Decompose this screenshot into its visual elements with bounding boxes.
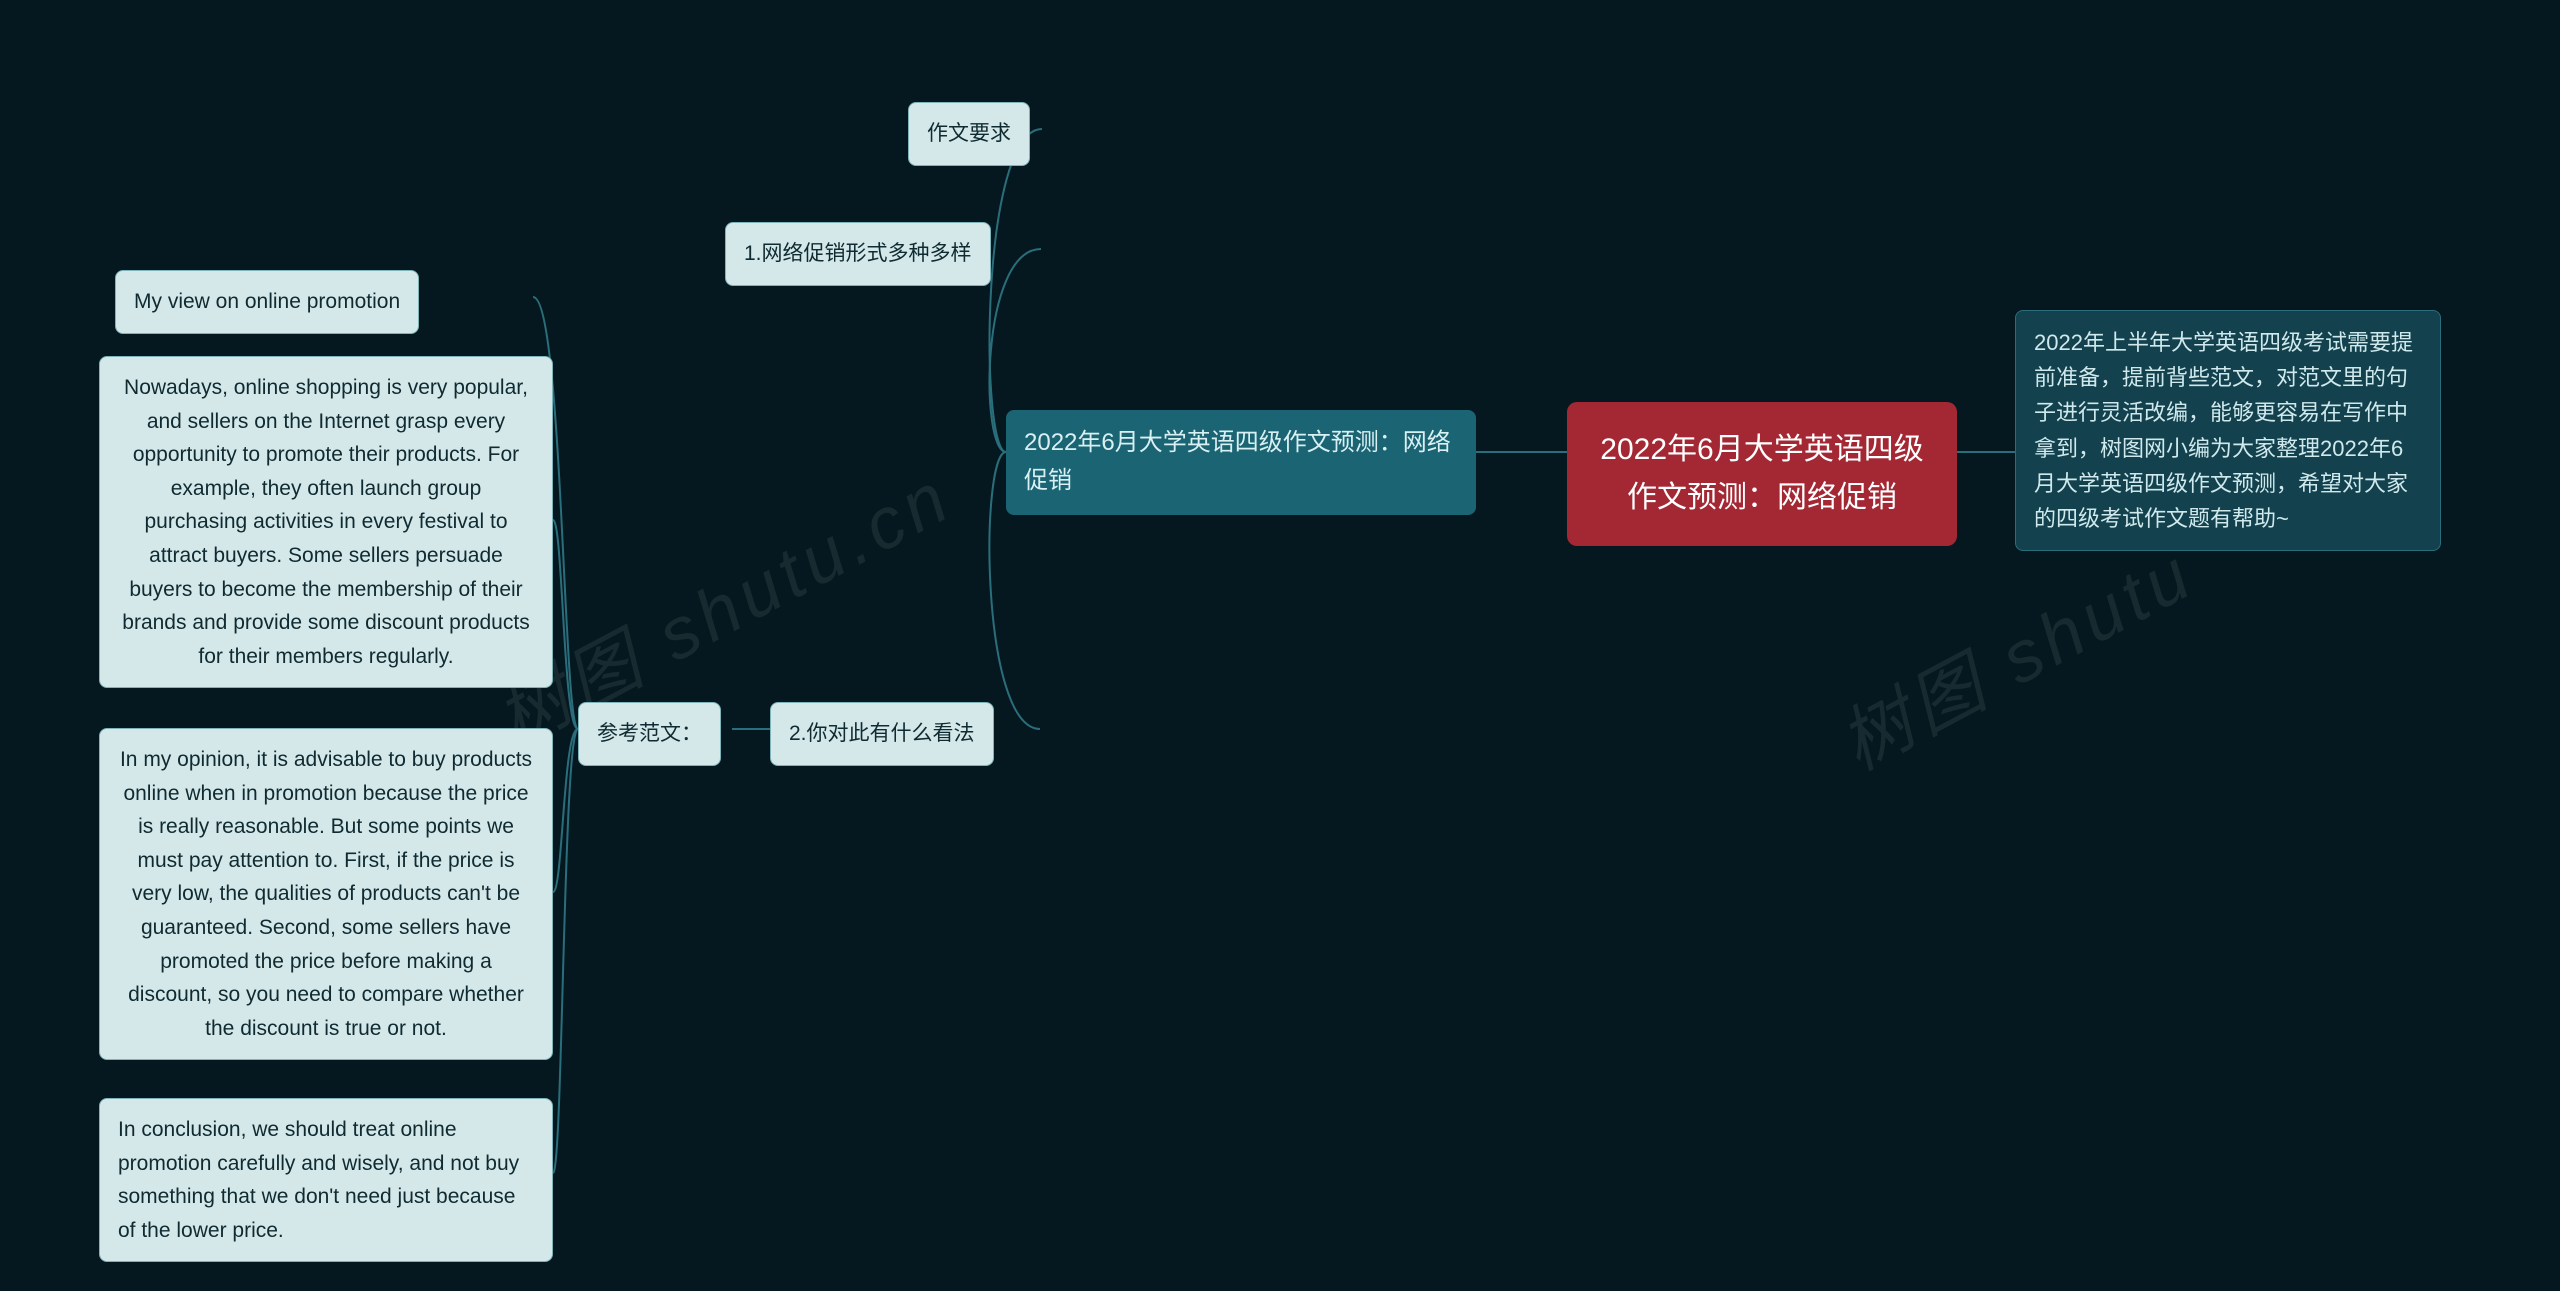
essay-para-3: In conclusion, we should treat online pr… — [99, 1098, 553, 1262]
root-line1: 2022年6月大学英语四级 — [1600, 433, 1923, 466]
watermark-2: 树图 shutu — [1818, 515, 2210, 790]
root-node: 2022年6月大学英语四级 作文预测：网络促销 — [1567, 402, 1957, 546]
topic-node: 2022年6月大学英语四级作文预测：网络促销 — [1006, 410, 1476, 515]
point-1-node: 1.网络促销形式多种多样 — [725, 222, 991, 286]
edge — [553, 520, 578, 729]
reference-node: 参考范文： — [578, 702, 721, 766]
point-2-node: 2.你对此有什么看法 — [770, 702, 994, 766]
requirement-node: 作文要求 — [908, 102, 1030, 166]
essay-para-1: Nowadays, online shopping is very popula… — [99, 356, 553, 688]
essay-title-node: My view on online promotion — [115, 270, 419, 334]
root-line2: 作文预测：网络促销 — [1627, 481, 1897, 514]
right-description: 2022年上半年大学英语四级考试需要提前准备，提前背些范文，对范文里的句子进行灵… — [2015, 310, 2441, 551]
edge — [553, 729, 578, 892]
edge — [990, 129, 1042, 452]
essay-para-2: In my opinion, it is advisable to buy pr… — [99, 728, 553, 1060]
edge — [553, 729, 578, 1173]
